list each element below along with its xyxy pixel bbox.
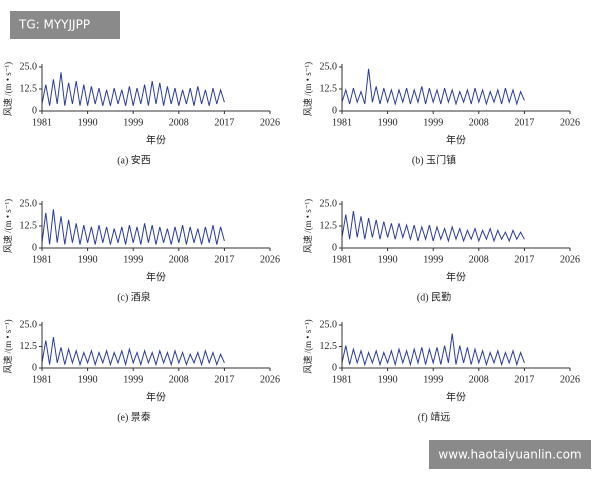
watermark: www.haotaiyuanlin.com — [438, 448, 581, 462]
x-axis-label: 年份 — [146, 133, 166, 146]
y-tick-label: 25.0 — [20, 198, 38, 209]
y-tick-label: 25.0 — [20, 319, 38, 330]
x-tick-label: 1999 — [423, 117, 443, 128]
panel-caption: (b) 玉门镇 — [412, 153, 456, 166]
x-tick-label: 2017 — [214, 254, 234, 265]
x-tick-label: 1981 — [332, 374, 352, 385]
panel-caption: (a) 安西 — [117, 153, 151, 166]
x-tick-label: 1999 — [123, 254, 143, 265]
y-axis-label: 风速 /(m • s⁻¹) — [303, 62, 313, 116]
y-tick-label: 0 — [332, 362, 337, 373]
series-line — [341, 210, 525, 243]
y-tick-label: 12.5 — [20, 83, 38, 94]
x-axis-label: 年份 — [146, 270, 166, 283]
y-tick-label: 12.5 — [320, 341, 338, 352]
x-tick-label: 2026 — [560, 117, 580, 128]
x-axis-label: 年份 — [146, 390, 166, 403]
series-line — [41, 209, 225, 245]
x-tick-label: 2008 — [469, 254, 489, 265]
x-tick-label: 2008 — [469, 374, 489, 385]
y-tick-label: 25.0 — [320, 198, 338, 209]
x-tick-label: 1990 — [78, 254, 98, 265]
x-tick-label: 2008 — [169, 374, 189, 385]
y-axis-label: 风速 /(m • s⁻¹) — [303, 199, 313, 253]
x-tick-label: 1999 — [423, 374, 443, 385]
y-axis-label: 风速 /(m • s⁻¹) — [303, 319, 313, 373]
x-tick-label: 1990 — [78, 117, 98, 128]
y-tick-label: 12.5 — [320, 220, 338, 231]
x-tick-label: 2017 — [214, 117, 234, 128]
x-tick-label: 2026 — [260, 374, 280, 385]
panel-caption: (e) 景泰 — [117, 410, 151, 423]
x-tick-label: 1999 — [123, 117, 143, 128]
x-tick-label: 2017 — [514, 374, 534, 385]
y-tick-label: 0 — [32, 242, 37, 253]
x-tick-label: 2008 — [169, 117, 189, 128]
panel-caption: (c) 酒泉 — [117, 290, 151, 303]
x-tick-label: 2017 — [514, 117, 534, 128]
watermark: TG: MYYJJPP — [18, 18, 90, 32]
y-tick-label: 12.5 — [20, 220, 38, 231]
x-tick-label: 2026 — [260, 117, 280, 128]
x-tick-label: 2026 — [260, 254, 280, 265]
y-tick-label: 12.5 — [20, 341, 38, 352]
y-tick-label: 25.0 — [320, 319, 338, 330]
series-line — [41, 336, 225, 367]
watermark-box — [10, 11, 120, 39]
x-tick-label: 2008 — [469, 117, 489, 128]
series-line — [341, 68, 525, 106]
x-tick-label: 1981 — [332, 117, 352, 128]
x-tick-label: 2026 — [560, 374, 580, 385]
x-tick-label: 1999 — [423, 254, 443, 265]
y-tick-label: 12.5 — [320, 83, 338, 94]
x-tick-label: 1981 — [332, 254, 352, 265]
y-tick-label: 0 — [332, 242, 337, 253]
y-tick-label: 0 — [32, 362, 37, 373]
series-line — [41, 72, 225, 106]
x-axis-label: 年份 — [446, 133, 466, 146]
x-tick-label: 2017 — [514, 254, 534, 265]
x-tick-label: 1981 — [32, 117, 52, 128]
x-tick-label: 2026 — [560, 254, 580, 265]
x-axis-label: 年份 — [446, 270, 466, 283]
x-tick-label: 1990 — [378, 117, 398, 128]
panel-caption: (d) 民勤 — [417, 290, 451, 303]
y-axis-label: 风速 /(m • s⁻¹) — [3, 199, 13, 253]
y-axis-label: 风速 /(m • s⁻¹) — [3, 62, 13, 116]
watermark-box — [429, 440, 591, 469]
y-axis-label: 风速 /(m • s⁻¹) — [3, 319, 13, 373]
x-tick-label: 1990 — [378, 374, 398, 385]
series-line — [341, 333, 525, 367]
y-tick-label: 25.0 — [20, 61, 38, 72]
panel-caption: (f) 靖远 — [418, 410, 451, 423]
y-tick-label: 25.0 — [320, 61, 338, 72]
x-tick-label: 1999 — [123, 374, 143, 385]
x-tick-label: 1990 — [78, 374, 98, 385]
x-tick-label: 1981 — [32, 374, 52, 385]
y-tick-label: 0 — [332, 105, 337, 116]
x-tick-label: 2017 — [214, 374, 234, 385]
x-tick-label: 2008 — [169, 254, 189, 265]
y-tick-label: 0 — [32, 105, 37, 116]
x-axis-label: 年份 — [446, 390, 466, 403]
x-tick-label: 1981 — [32, 254, 52, 265]
x-tick-label: 1990 — [378, 254, 398, 265]
